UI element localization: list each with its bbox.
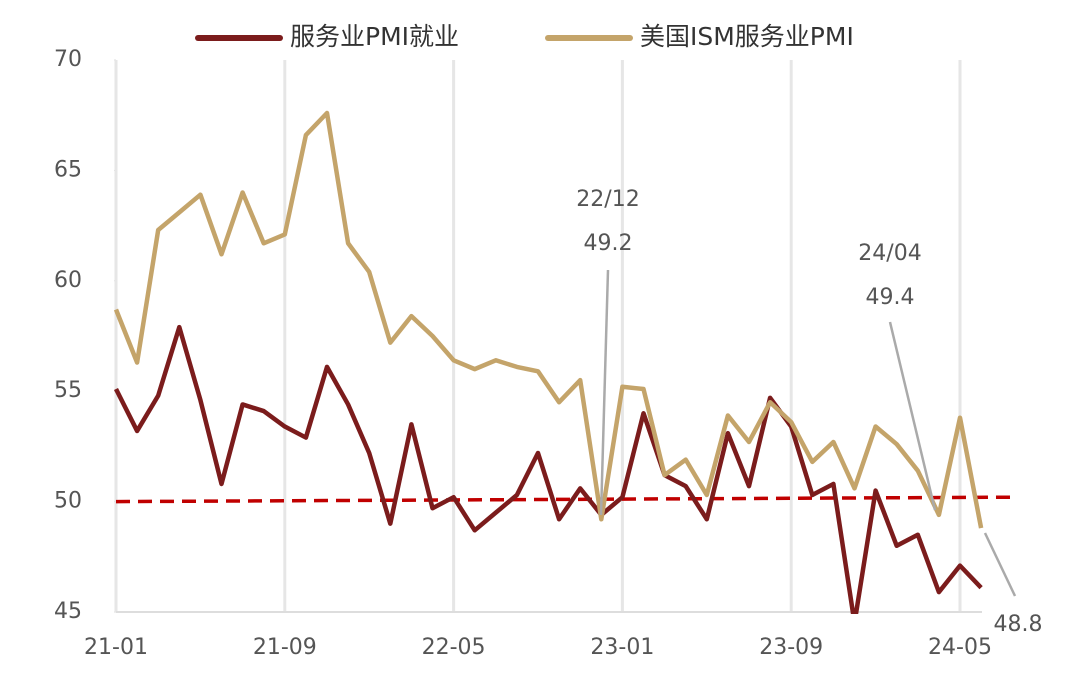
reference-line bbox=[115, 495, 1013, 504]
series-line bbox=[113, 110, 984, 529]
annotation-pointer bbox=[888, 321, 937, 511]
annotation: 49.2 bbox=[584, 231, 633, 256]
x-tick-label: 21-09 bbox=[253, 635, 317, 660]
x-tick-label: 24-05 bbox=[928, 635, 992, 660]
annotation-pointer bbox=[983, 532, 1017, 597]
annotation: 24/04 bbox=[858, 241, 921, 266]
legend-label: 美国ISM服务业PMI bbox=[640, 22, 854, 51]
x-tick-label: 22-05 bbox=[422, 635, 486, 660]
plot-area bbox=[113, 110, 1013, 614]
y-tick-label: 60 bbox=[54, 268, 82, 293]
annotation: 48.8 bbox=[994, 612, 1043, 637]
y-tick-label: 45 bbox=[54, 599, 82, 624]
x-tick-label: 23-01 bbox=[590, 635, 654, 660]
grid bbox=[114, 59, 982, 613]
y-tick-label: 55 bbox=[54, 378, 82, 403]
annotation: 22/12 bbox=[576, 187, 639, 212]
annotation-pointer bbox=[599, 269, 610, 516]
legend-label: 服务业PMI就业 bbox=[290, 22, 459, 51]
y-tick-label: 65 bbox=[54, 157, 82, 182]
series-line bbox=[113, 324, 983, 614]
y-tick-label: 70 bbox=[54, 47, 82, 72]
x-tick-label: 21-01 bbox=[84, 635, 148, 660]
x-tick-label: 23-09 bbox=[759, 635, 823, 660]
foreground: 45 50 55 60 65 70 21-01 21-09 22-05 23-01 23-09 24-… bbox=[54, 22, 1042, 660]
annotation: 49.4 bbox=[866, 285, 915, 310]
y-tick-label: 50 bbox=[54, 489, 82, 514]
